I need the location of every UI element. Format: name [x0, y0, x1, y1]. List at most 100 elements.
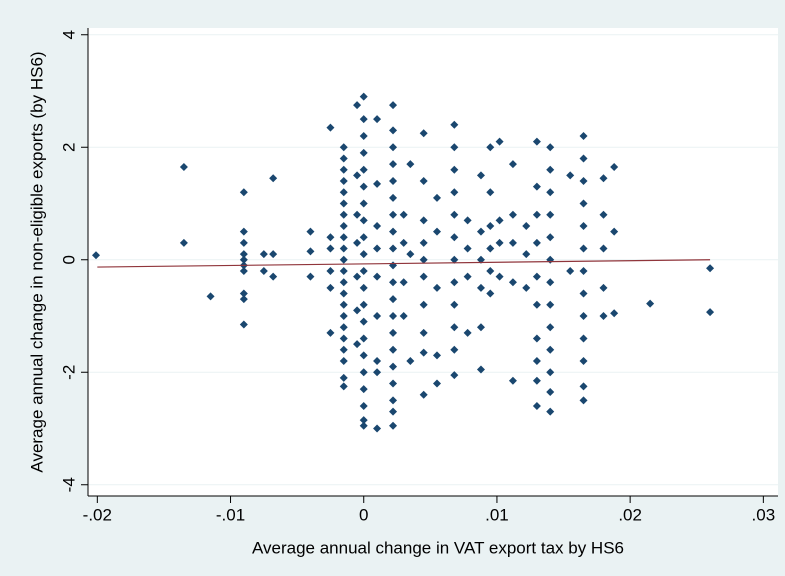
point	[389, 126, 398, 135]
point	[522, 283, 531, 292]
point	[353, 171, 362, 180]
point	[579, 396, 588, 405]
point	[389, 227, 398, 236]
point	[91, 251, 100, 260]
point	[389, 193, 398, 202]
point	[359, 300, 368, 309]
point	[419, 238, 428, 247]
point	[419, 255, 428, 264]
point	[359, 165, 368, 174]
point	[269, 272, 278, 281]
point	[359, 416, 368, 425]
point	[389, 362, 398, 371]
point	[450, 300, 459, 309]
point	[339, 244, 348, 253]
point	[579, 244, 588, 253]
point	[399, 210, 408, 219]
point	[546, 387, 555, 396]
point	[495, 272, 504, 281]
y-tick-label: 0	[59, 255, 78, 264]
point	[359, 132, 368, 140]
point	[339, 233, 348, 242]
point	[239, 250, 248, 259]
point	[579, 267, 588, 275]
point	[373, 424, 382, 433]
point	[476, 171, 485, 180]
point	[389, 101, 398, 110]
point	[339, 143, 348, 152]
point	[546, 233, 555, 242]
point	[353, 306, 362, 315]
point	[306, 272, 315, 281]
point	[389, 278, 398, 287]
point	[450, 323, 459, 332]
point	[546, 368, 555, 377]
point	[532, 300, 541, 309]
point	[579, 289, 588, 298]
point	[239, 295, 248, 304]
point	[419, 216, 428, 225]
point	[339, 300, 348, 309]
point	[546, 407, 555, 416]
point	[399, 312, 408, 320]
point	[359, 334, 368, 343]
point	[486, 188, 495, 197]
point	[579, 334, 588, 343]
point	[566, 171, 575, 180]
point	[339, 177, 348, 185]
y-axis-label: Average annual change in non-eligible ex…	[27, 51, 46, 472]
point	[610, 162, 619, 171]
point	[463, 272, 472, 281]
point	[339, 222, 348, 230]
point	[326, 267, 335, 275]
point	[406, 357, 415, 365]
point	[599, 283, 608, 292]
point	[522, 250, 531, 259]
point	[179, 162, 188, 171]
point	[269, 174, 278, 183]
point	[206, 292, 215, 301]
point	[532, 272, 541, 281]
x-tick-label: .03	[752, 505, 776, 524]
x-tick-label: 0	[359, 505, 368, 524]
point	[579, 222, 588, 230]
point	[546, 300, 555, 309]
point	[359, 216, 368, 225]
point	[508, 238, 517, 247]
point	[463, 244, 472, 253]
point	[546, 323, 555, 332]
point	[450, 255, 459, 264]
x-tick-label: .02	[618, 505, 642, 524]
point	[486, 244, 495, 253]
point	[353, 340, 362, 349]
point	[508, 210, 517, 219]
point	[419, 272, 428, 281]
point	[359, 182, 368, 191]
point	[239, 267, 248, 275]
point	[359, 385, 368, 394]
point	[353, 238, 362, 247]
point	[476, 255, 485, 264]
point	[389, 210, 398, 219]
point	[432, 283, 441, 292]
point	[373, 357, 382, 365]
point	[419, 348, 428, 357]
point	[532, 334, 541, 343]
point	[486, 222, 495, 230]
point	[239, 289, 248, 298]
point	[508, 278, 517, 287]
point	[579, 382, 588, 391]
point	[646, 299, 655, 308]
point	[599, 210, 608, 219]
point	[450, 143, 459, 152]
point	[389, 396, 398, 405]
point	[579, 312, 588, 320]
point	[532, 402, 541, 410]
point	[389, 312, 398, 320]
point	[389, 328, 398, 337]
point	[476, 283, 485, 292]
point	[259, 267, 268, 275]
x-tick-label: -.02	[83, 505, 112, 524]
point	[359, 283, 368, 292]
